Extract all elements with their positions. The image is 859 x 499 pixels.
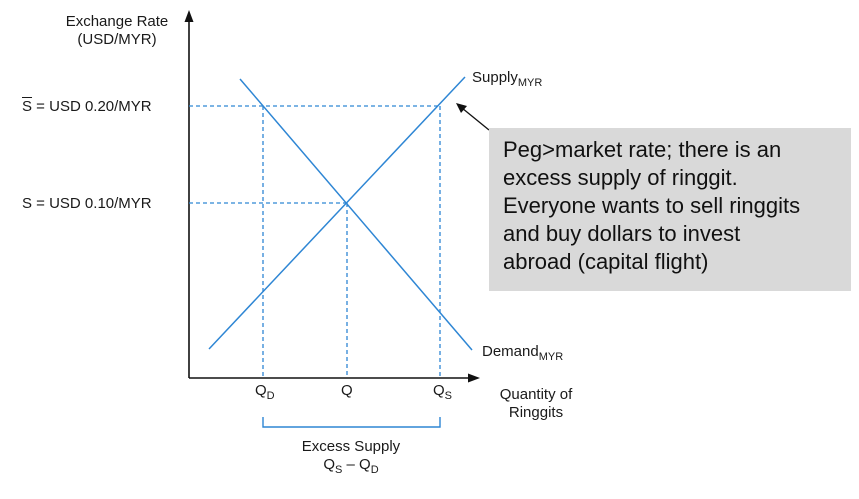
expr-q2: Q xyxy=(359,456,371,473)
qd-label: QD xyxy=(255,382,275,402)
y-axis-title-line2: (USD/MYR) xyxy=(77,31,157,48)
expr-s: S xyxy=(335,464,343,476)
qd-sub: D xyxy=(266,390,275,402)
callout-line-1: Peg>market rate; there is an xyxy=(503,137,782,162)
qs-sub: S xyxy=(444,390,453,402)
callout-pointer xyxy=(461,107,490,131)
expr-minus: – xyxy=(342,456,360,473)
q-label: Q xyxy=(341,382,353,400)
excess-supply-title: Excess Supply xyxy=(301,438,401,455)
demand-label: DemandMYR xyxy=(482,343,564,363)
demand-name: Demand xyxy=(482,343,539,360)
demand-curve xyxy=(239,78,473,351)
callout-line-3: Everyone wants to sell ringgits xyxy=(503,193,801,218)
callout-line-5: abroad (capital flight) xyxy=(503,249,709,274)
supply-name: Supply xyxy=(472,69,518,86)
expr-d: D xyxy=(370,464,379,476)
supply-label: SupplyMYR xyxy=(472,69,543,89)
y-axis-title-line1: Exchange Rate xyxy=(65,13,169,30)
peg-rate-label: S = USD 0.20/MYR xyxy=(22,98,152,116)
x-axis-title: Quantity of Ringgits xyxy=(484,386,588,422)
qs-label: QS xyxy=(433,382,453,402)
callout-line-2: excess supply of ringgit. xyxy=(503,165,738,190)
q-base: Q xyxy=(341,382,353,399)
x-axis-arrow xyxy=(468,373,480,383)
demand-subscript: MYR xyxy=(538,351,564,363)
supply-curve xyxy=(208,76,466,350)
peg-rate-text: = USD 0.20/MYR xyxy=(32,98,152,115)
callout-pointer-head xyxy=(456,103,467,113)
x-axis-title-line1: Quantity of xyxy=(499,386,573,403)
x-axis-title-line2: Ringgits xyxy=(508,404,564,421)
excess-supply-bracket xyxy=(262,417,441,428)
supply-subscript: MYR xyxy=(517,77,543,89)
excess-supply-expr: QS – QD xyxy=(271,456,431,476)
market-rate-text: S = USD 0.10/MYR xyxy=(22,195,152,212)
qs-base: Q xyxy=(433,382,445,399)
y-axis-arrow xyxy=(184,10,194,22)
expr-q1: Q xyxy=(323,456,335,473)
callout-box: Peg>market rate; there is an excess supp… xyxy=(489,128,851,291)
market-rate-label: S = USD 0.10/MYR xyxy=(22,195,152,213)
qd-base: Q xyxy=(255,382,267,399)
excess-supply-label: Excess Supply QS – QD xyxy=(271,438,431,476)
y-axis-title: Exchange Rate (USD/MYR) xyxy=(55,13,179,49)
peg-rate-symbol: S xyxy=(22,98,33,115)
callout-line-4: and buy dollars to invest xyxy=(503,221,741,246)
